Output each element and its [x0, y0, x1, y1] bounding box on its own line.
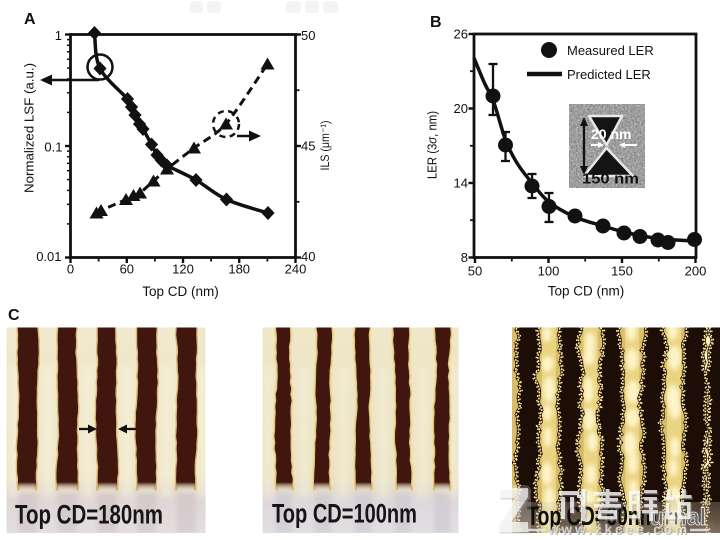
svg-text:100: 100 — [538, 264, 560, 279]
svg-text:150 nm: 150 nm — [582, 172, 639, 188]
svg-text:Top CD (nm): Top CD (nm) — [142, 284, 219, 299]
svg-text:150: 150 — [611, 264, 633, 279]
svg-text:240: 240 — [285, 262, 307, 277]
svg-text:0.01: 0.01 — [36, 249, 61, 264]
svg-text:Predicted LER: Predicted LER — [567, 67, 651, 82]
svg-text:www.zkcee.com: www.zkcee.com — [547, 522, 687, 537]
svg-text:A: A — [24, 11, 36, 28]
svg-text:0.1: 0.1 — [44, 140, 62, 155]
svg-text:B: B — [430, 14, 442, 31]
svg-text:C: C — [8, 307, 20, 324]
svg-text:14: 14 — [454, 176, 468, 191]
svg-text:Measured LER: Measured LER — [567, 43, 654, 58]
svg-text:50: 50 — [301, 28, 315, 43]
svg-text:ILS (μm⁻¹): ILS (μm⁻¹) — [318, 120, 332, 170]
svg-text:Normalized LSF (a.u.): Normalized LSF (a.u.) — [22, 63, 37, 193]
svg-text:20 nm: 20 nm — [591, 126, 631, 142]
svg-text:Top CD=100nm: Top CD=100nm — [272, 499, 417, 529]
svg-text:200: 200 — [685, 264, 707, 279]
svg-text:180: 180 — [228, 262, 250, 277]
svg-text:Top CD (nm): Top CD (nm) — [548, 284, 625, 299]
svg-text:60: 60 — [120, 262, 134, 277]
svg-text:0: 0 — [67, 262, 74, 277]
svg-text:45: 45 — [301, 139, 315, 154]
svg-text:50: 50 — [468, 264, 482, 279]
svg-text:26: 26 — [454, 27, 468, 42]
svg-text:120: 120 — [172, 262, 194, 277]
svg-text:20: 20 — [454, 101, 468, 116]
svg-text:LER (3σ, nm): LER (3σ, nm) — [426, 111, 440, 179]
svg-text:8: 8 — [461, 250, 468, 265]
svg-text:40: 40 — [301, 249, 315, 264]
svg-text:1: 1 — [55, 28, 62, 43]
svg-text:Top CD=180nm: Top CD=180nm — [15, 500, 163, 530]
